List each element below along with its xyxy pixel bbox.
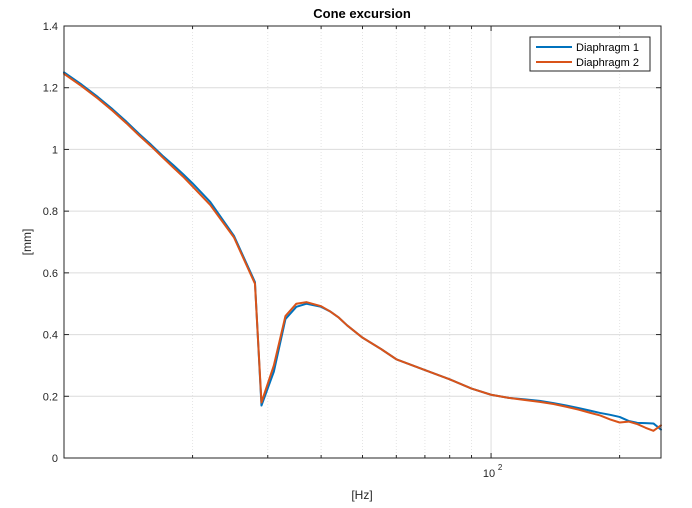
grid-lines	[64, 26, 661, 458]
y-tick-label: 0.2	[43, 391, 58, 403]
series-line-2	[63, 72, 662, 432]
x-axis-label: [Hz]	[351, 488, 372, 502]
x-tick-label-exponent: 2	[498, 463, 503, 472]
y-tick-label: 1.4	[43, 21, 58, 33]
chart-title: Cone excursion	[313, 6, 411, 21]
legend-label: Diaphragm 1	[576, 42, 639, 54]
legend[interactable]: Diaphragm 1 Diaphragm 2	[529, 36, 651, 72]
legend-box	[529, 36, 651, 72]
y-tick-label: 0.4	[43, 330, 58, 342]
y-tick-label: 0.6	[43, 268, 58, 280]
x-tick-label: 10	[483, 468, 495, 480]
y-axis-label: [mm]	[20, 229, 34, 256]
series-lines	[63, 71, 662, 432]
y-tick-label: 0	[52, 453, 58, 465]
legend-label: Diaphragm 2	[576, 57, 639, 69]
y-tick-label: 1	[52, 144, 58, 156]
axis-ticks: 0 0.2 0.4 0.6 0.8 1 1.2 1.4 102	[43, 21, 661, 480]
y-tick-label: 1.2	[43, 83, 58, 95]
y-tick-label: 0.8	[43, 206, 58, 218]
